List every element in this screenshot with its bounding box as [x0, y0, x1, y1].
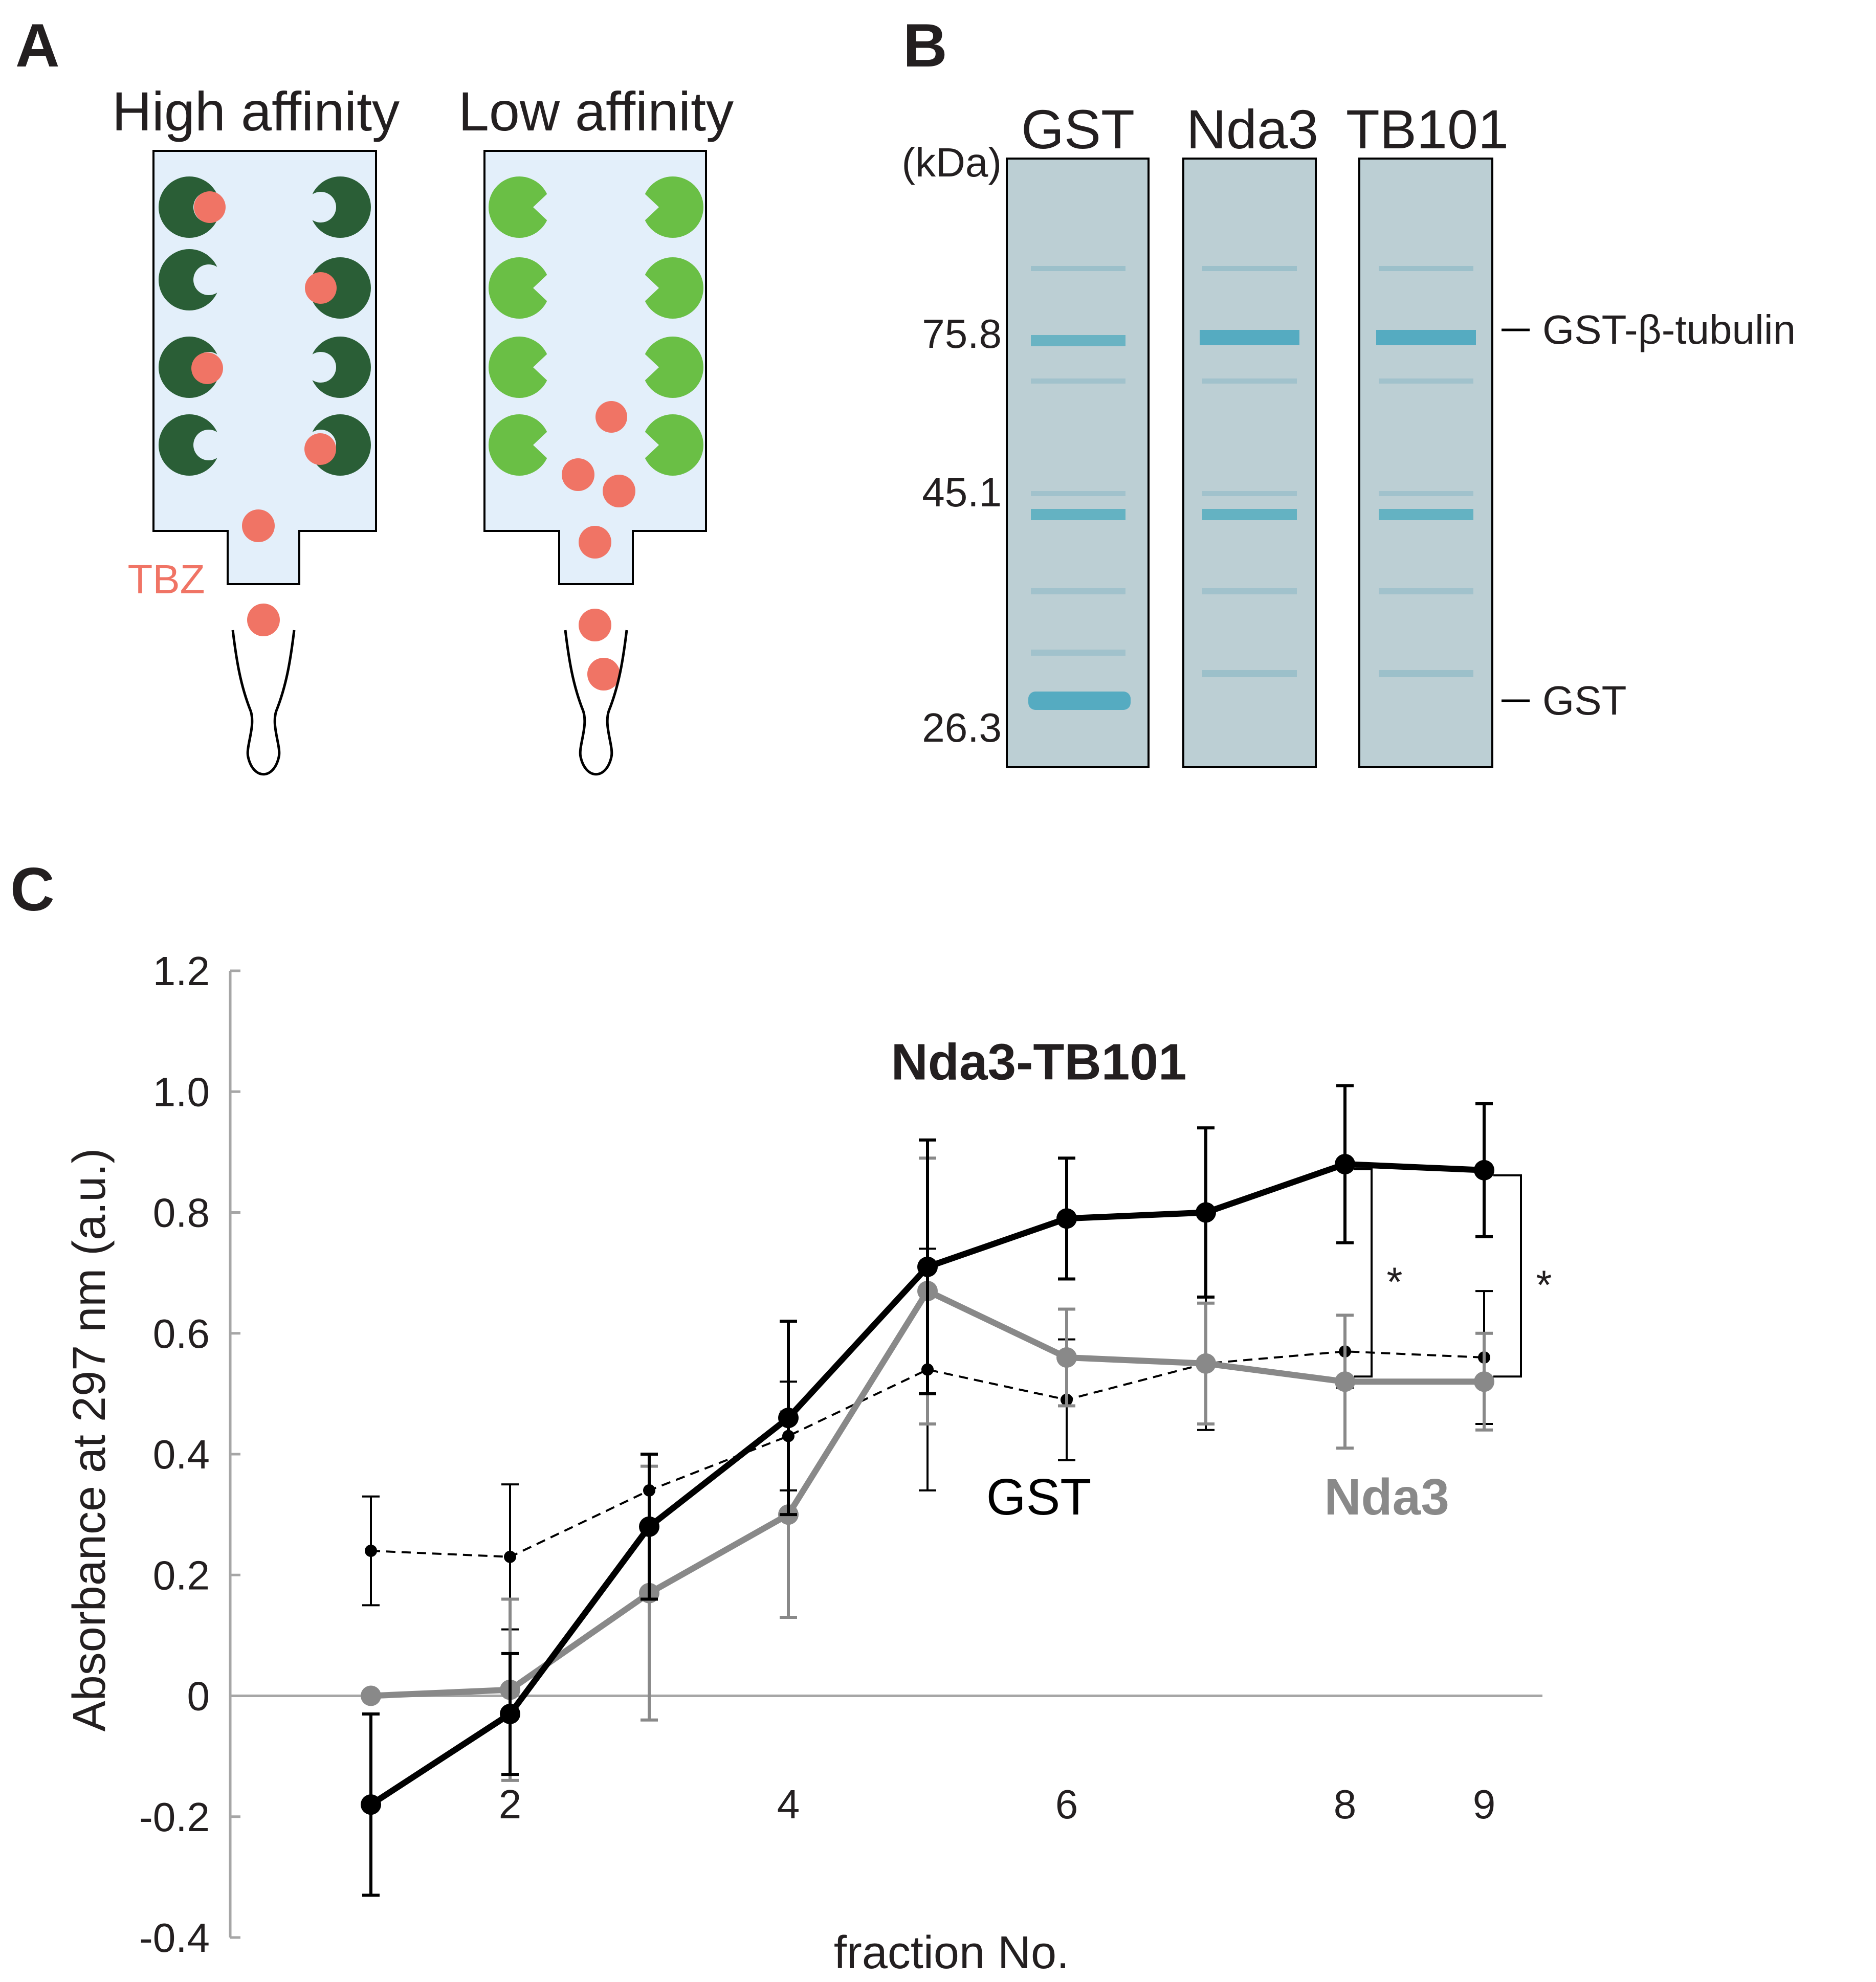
data-point-gst	[365, 1545, 377, 1557]
data-point-nda3-tb101	[1335, 1154, 1355, 1174]
data-point-nda3-tb101	[917, 1256, 938, 1277]
resin-bead	[489, 257, 551, 319]
resin-bead	[641, 337, 703, 398]
panel-a: A High affinity Low affinity TBZ	[15, 11, 734, 776]
tbz-molecule	[579, 526, 611, 559]
lane-label-gst: GST	[1021, 98, 1135, 160]
high-affinity-tube	[231, 630, 296, 776]
data-point-nda3	[1196, 1353, 1216, 1374]
significance-bracket	[1354, 1168, 1373, 1378]
data-point-nda3	[1335, 1371, 1355, 1392]
kda-unit-label: (kDa)	[901, 140, 1002, 185]
data-point-nda3-tb101	[1196, 1202, 1216, 1223]
tbz-molecule	[587, 658, 620, 691]
data-point-nda3	[1056, 1347, 1077, 1368]
resin-bead	[159, 249, 224, 310]
panel-b-letter: B	[903, 11, 947, 80]
y-tick-label: 1.2	[153, 948, 210, 994]
tbz-molecule	[595, 401, 627, 433]
low-affinity-column	[483, 150, 707, 585]
lane-label-nda3: Nda3	[1186, 98, 1318, 160]
high-affinity-label: High affinity	[112, 80, 400, 142]
lane-label-tb101: TB101	[1346, 98, 1509, 160]
x-tick-label: 4	[777, 1781, 800, 1827]
resin-bead	[305, 176, 371, 238]
x-axis-title: fraction No.	[834, 1927, 1069, 1978]
absorbance-chart: Absorbance at 297 nm (a.u.) fraction No.…	[64, 948, 1552, 1978]
resin-bead	[305, 337, 371, 398]
x-tick-label: 8	[1334, 1781, 1357, 1827]
resin-bead	[159, 414, 224, 476]
significance-bracket	[1493, 1174, 1522, 1378]
panel-c-letter: C	[10, 855, 55, 924]
y-tick-label: 1.0	[153, 1069, 210, 1115]
tbz-molecule	[305, 272, 337, 304]
gel-lane-tb101	[1358, 158, 1493, 768]
y-tick-label: -0.2	[139, 1794, 210, 1840]
tbz-molecule	[579, 609, 611, 641]
band-label-gst-tubulin: GST-β-tubulin	[1542, 307, 1796, 352]
significance-asterisk: *	[1536, 1262, 1552, 1308]
marker-75-8: 75.8	[922, 311, 1002, 357]
panel-c: C Absorbance at 297 nm (a.u.) fraction N…	[10, 855, 1552, 1978]
x-tick-label: 2	[499, 1781, 522, 1827]
y-axis-title: Absorbance at 297 nm (a.u.)	[64, 1148, 115, 1732]
panel-b: B GST Nda3 TB101 (kDa) 75.8 45.1 26.3	[901, 11, 1796, 768]
series-label-gst: GST	[986, 1468, 1092, 1526]
tbz-label: TBZ	[127, 556, 205, 602]
series-label-nda3: Nda3	[1324, 1468, 1449, 1526]
marker-26-3: 26.3	[922, 705, 1002, 750]
band-label-gst: GST	[1542, 678, 1626, 723]
data-point-nda3-tb101	[639, 1516, 659, 1537]
tbz-molecule	[304, 433, 336, 465]
y-tick-label: -0.4	[139, 1915, 210, 1961]
tbz-molecule	[603, 475, 635, 507]
low-affinity-resin	[489, 176, 703, 476]
data-point-nda3-tb101	[500, 1703, 520, 1724]
resin-bead	[489, 176, 551, 238]
x-tick-label: 9	[1473, 1781, 1496, 1827]
data-point-nda3-tb101	[1474, 1160, 1494, 1181]
resin-bead	[641, 176, 703, 238]
tbz-molecule	[191, 352, 223, 384]
data-point-nda3	[361, 1685, 381, 1706]
resin-bead	[641, 257, 703, 319]
data-point-gst	[504, 1550, 516, 1563]
tbz-molecule	[562, 458, 594, 491]
series-label-nda3-tb101: Nda3-TB101	[891, 1034, 1187, 1091]
tbz-molecule	[247, 604, 280, 636]
data-point-nda3-tb101	[1056, 1208, 1077, 1229]
x-tick-label: 6	[1055, 1781, 1078, 1827]
y-tick-label: 0.2	[153, 1552, 210, 1598]
resin-bead	[641, 414, 703, 476]
y-tick-label: 0	[187, 1674, 210, 1719]
high-affinity-tbz	[191, 191, 337, 636]
resin-bead	[489, 414, 551, 476]
y-tick-label: 0.8	[153, 1190, 210, 1236]
low-affinity-tbz	[562, 401, 635, 691]
series-line-gst	[370, 1350, 1485, 1558]
y-tick-label: 0.6	[153, 1311, 210, 1356]
resin-bead	[489, 337, 551, 398]
low-affinity-tube	[564, 630, 628, 776]
significance-asterisk: *	[1386, 1259, 1402, 1305]
marker-45-1: 45.1	[922, 470, 1002, 515]
y-tick-label: 0.4	[153, 1432, 210, 1477]
gel-lane-gst	[1006, 158, 1150, 768]
data-point-nda3	[1474, 1371, 1494, 1392]
tbz-molecule	[194, 191, 226, 223]
data-point-nda3-tb101	[778, 1408, 799, 1429]
low-affinity-label: Low affinity	[458, 80, 734, 142]
data-point-nda3-tb101	[361, 1794, 381, 1815]
gel-lane-nda3	[1182, 158, 1317, 768]
tbz-molecule	[242, 509, 275, 542]
panel-a-letter: A	[15, 11, 60, 80]
